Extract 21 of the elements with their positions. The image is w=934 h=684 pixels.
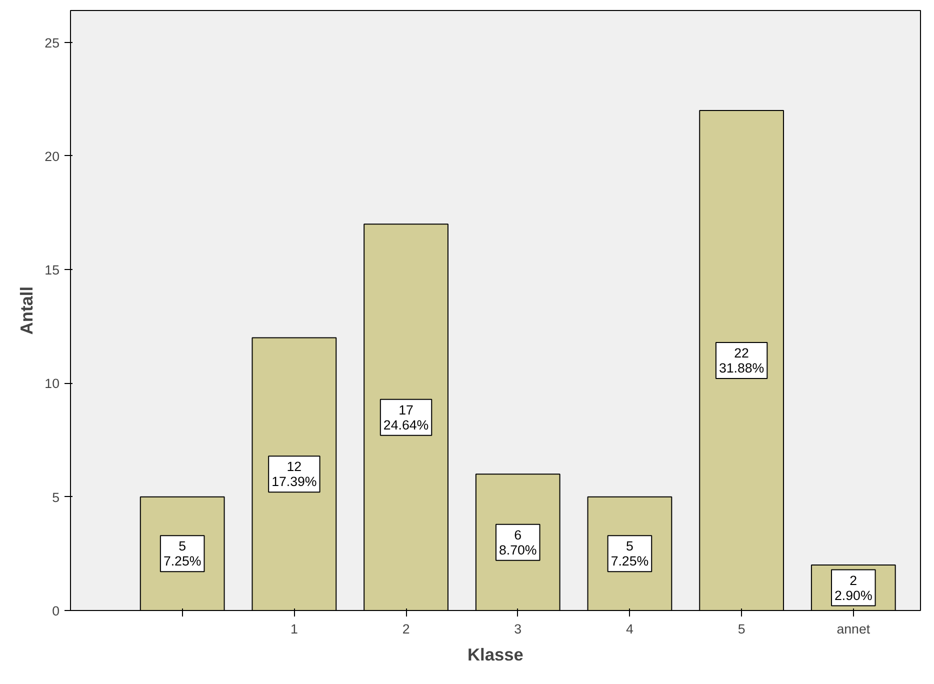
y-axis-title: Antall — [16, 286, 37, 335]
y-tick-label: 25 — [44, 35, 60, 50]
data-label: 22 31.88% — [718, 346, 764, 376]
data-label: 6 8.70% — [498, 527, 537, 558]
x-axis-title: Klasse — [468, 644, 524, 664]
data-label: 2 2.90% — [834, 572, 872, 603]
x-tick-label: 2 — [402, 622, 410, 636]
y-tick-label: 20 — [44, 148, 60, 164]
data-label: 5 7.25% — [163, 538, 202, 569]
y-tick-label: 5 — [52, 490, 60, 505]
data-label: 17 24.64% — [383, 402, 429, 432]
y-tick-label: 10 — [44, 376, 60, 392]
data-label: 12 17.39% — [272, 459, 317, 490]
x-tick-label: 1 — [290, 622, 298, 636]
x-tick-label: 3 — [514, 622, 522, 636]
x-tick-label: 5 — [738, 622, 746, 636]
y-tick-label: 0 — [52, 604, 60, 618]
data-label: 5 7.25% — [610, 538, 649, 569]
y-tick-label: 15 — [44, 262, 60, 278]
x-tick-label: 4 — [626, 622, 634, 636]
x-tick-label: annet — [836, 622, 870, 636]
